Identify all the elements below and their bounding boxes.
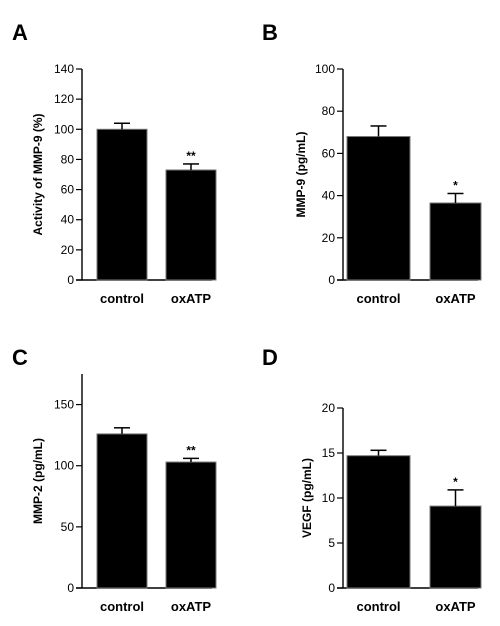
y-tick-label: 0 [328,581,335,595]
significance-marker: * [453,178,458,192]
x-category-label: oxATP [171,599,212,614]
bar-control [346,136,411,281]
y-tick-label: 120 [54,92,74,106]
x-category-label: control [356,291,400,306]
y-tick-label: 80 [322,104,336,118]
x-category-label: oxATP [171,291,212,306]
y-axis-title: MMP-2 (pg/mL) [31,438,45,524]
panel-c: C 0 50 100 150 MMP-2 (pg/mL) control ** oxATP [12,345,217,614]
y-tick-label: 20 [322,231,336,245]
panel-letter: C [12,345,28,370]
y-axis-title: VEGF (pg/mL) [300,458,314,538]
bar-oxatp [165,461,217,589]
bar-control [96,433,148,589]
x-category-label: control [356,599,400,614]
x-category-label: control [100,599,144,614]
y-tick-label: 150 [54,398,74,412]
y-tick-label: 10 [322,491,336,505]
panel-a: A 0 20 40 60 80 100 120 140 Activity of MMP-9 (%)… [12,20,217,306]
y-tick-label: 100 [54,122,74,136]
bar-oxatp [165,169,217,281]
x-category-label: oxATP [435,291,476,306]
bar-control [96,128,148,281]
y-tick-label: 80 [61,152,75,166]
significance-marker: ** [186,443,196,457]
y-axis-title: Activity of MMP-9 (%) [31,113,45,235]
y-tick-label: 0 [67,273,74,287]
y-tick-label: 50 [61,520,75,534]
x-category-label: control [100,291,144,306]
y-tick-label: 40 [61,213,75,227]
panel-letter: D [262,345,278,370]
y-tick-label: 0 [67,581,74,595]
bar-oxatp [429,505,482,589]
bar-oxatp [429,202,482,281]
y-tick-label: 100 [315,62,335,76]
y-tick-label: 60 [61,183,75,197]
panel-letter: A [12,20,28,45]
significance-marker: * [453,475,458,489]
y-tick-label: 60 [322,146,336,160]
panel-d: D 0 5 10 15 20 VEGF (pg/mL) control * oxATP [262,345,482,614]
significance-marker: ** [186,149,196,163]
x-category-label: oxATP [435,599,476,614]
y-tick-label: 0 [328,273,335,287]
y-tick-label: 20 [322,401,336,415]
y-tick-label: 100 [54,459,74,473]
y-tick-label: 140 [54,62,74,76]
bar-control [346,455,411,589]
y-axis-title: MMP-9 (pg/mL) [294,132,308,218]
y-tick-label: 20 [61,243,75,257]
y-tick-label: 40 [322,189,336,203]
panel-b: B 0 20 40 60 80 100 MMP-9 (pg/mL) control * oxATP [262,20,482,306]
y-tick-label: 5 [328,536,335,550]
panel-letter: B [262,20,278,45]
y-tick-label: 15 [322,446,336,460]
